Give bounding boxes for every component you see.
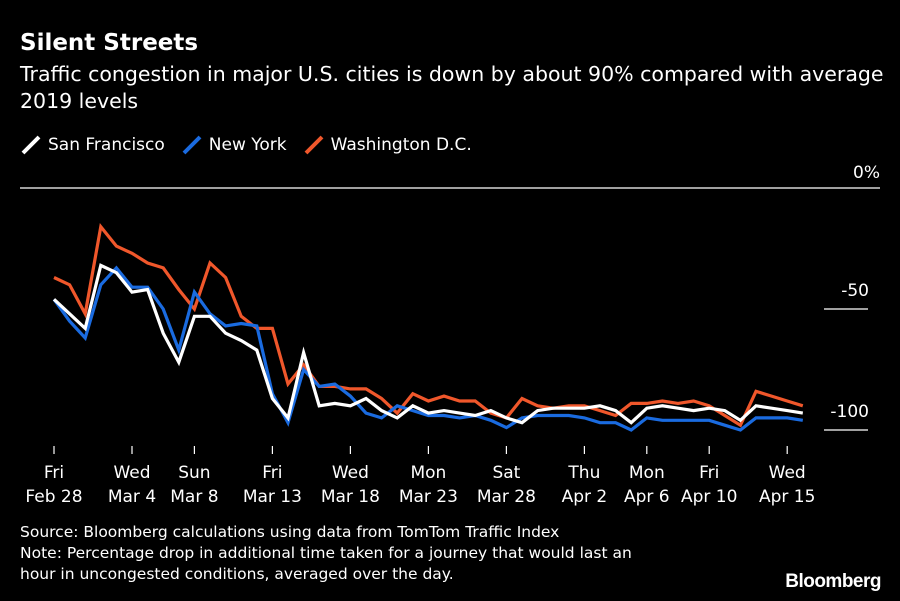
- x-tick-label-day: Mon: [410, 463, 446, 483]
- legend-item-washington-dc: Washington D.C.: [303, 134, 472, 156]
- legend-label-san-francisco: San Francisco: [48, 135, 165, 155]
- note-text-line2: hour in uncongested conditions, averaged…: [20, 565, 454, 583]
- legend-swatch-san-francisco: [21, 135, 41, 155]
- y-tick-label: 0%: [853, 163, 880, 183]
- x-tick-label-date: Feb 28: [25, 487, 82, 507]
- x-tick-label-date: Mar 13: [243, 487, 302, 507]
- x-tick-label-date: Apr 2: [562, 487, 608, 507]
- x-tick-label-day: Thu: [567, 463, 600, 483]
- series-line-washington-d-c: [53, 222, 804, 428]
- x-tick-label-day: Fri: [262, 463, 282, 483]
- x-tick-label-day: Sun: [178, 463, 210, 483]
- legend-label-new-york: New York: [208, 135, 287, 155]
- bloomberg-logo: Bloomberg: [785, 571, 881, 592]
- legend-label-washington-dc: Washington D.C.: [330, 135, 472, 155]
- chart-subtitle: Traffic congestion in major U.S. cities …: [20, 62, 884, 113]
- x-tick-label-date: Apr 6: [624, 487, 670, 507]
- note-text-line1: Note: Percentage drop in additional time…: [20, 544, 632, 562]
- source-text: Source: Bloomberg calculations using dat…: [20, 523, 560, 541]
- x-tick-label-day: Sat: [492, 463, 520, 483]
- x-tick-label-day: Fri: [44, 463, 64, 483]
- x-tick-label-date: Apr 10: [681, 487, 737, 507]
- x-tick-label-date: Mar 28: [477, 487, 536, 507]
- legend: San Francisco New York Washington D.C.: [20, 134, 488, 156]
- x-tick-label-day: Wed: [332, 463, 369, 483]
- x-tick-label-date: Mar 4: [108, 487, 156, 507]
- x-tick-label-date: Mar 23: [399, 487, 458, 507]
- legend-swatch-new-york: [182, 135, 202, 155]
- legend-item-san-francisco: San Francisco: [20, 134, 165, 156]
- footer: Source: Bloomberg calculations using dat…: [20, 522, 632, 585]
- series-line-new-york: [52, 265, 804, 432]
- x-tick-label-date: Mar 8: [170, 487, 218, 507]
- y-tick-label: -50: [841, 281, 869, 301]
- legend-swatch-washington-dc: [304, 135, 324, 155]
- legend-item-new-york: New York: [181, 134, 287, 156]
- x-tick-label-day: Fri: [699, 463, 719, 483]
- series-line-san-francisco: [52, 263, 804, 425]
- x-tick-label-date: Apr 15: [759, 487, 815, 507]
- x-tick-label-date: Mar 18: [321, 487, 380, 507]
- chart-title: Silent Streets: [20, 30, 199, 56]
- y-tick-label: -100: [830, 402, 869, 422]
- x-tick-label-day: Wed: [769, 463, 806, 483]
- x-tick-label-day: Wed: [113, 463, 150, 483]
- x-tick-label-day: Mon: [629, 463, 665, 483]
